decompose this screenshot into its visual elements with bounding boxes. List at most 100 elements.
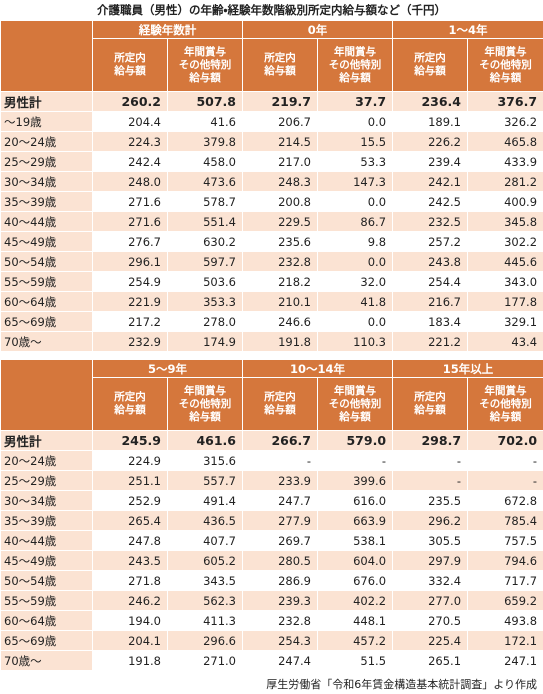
cell-value: 604.0 <box>317 550 394 571</box>
data-row: 20～24歳 224.9 315.6- - - - <box>0 450 543 471</box>
row-label: 男性計 <box>0 91 93 112</box>
cell-value: 343.5 <box>166 570 244 591</box>
cell-value: 659.2 <box>467 590 543 611</box>
cell-value: 297.9 <box>392 550 469 571</box>
cell-value: 663.9 <box>317 510 394 531</box>
subheader-line: 所定内 <box>414 391 446 403</box>
cell-value: 226.2 <box>392 131 469 152</box>
cell-value: 246.6 <box>242 311 318 332</box>
cell-value: 379.8 <box>167 131 243 152</box>
cell-value: 0.0 <box>316 191 394 212</box>
cell-value: 247.8 <box>92 530 168 551</box>
cell-value: 672.8 <box>467 490 543 511</box>
subheader-line: 給与額 <box>264 65 296 77</box>
cell-value: 229.5 <box>242 211 318 232</box>
subheader-line: その他特別 <box>479 58 532 71</box>
cell-value: 562.3 <box>166 590 244 611</box>
cell-value: 174.9 <box>167 331 243 352</box>
source: 厚生労働省「令和6年賃金構造基本統計調査」より作成 <box>266 678 537 691</box>
cell-value: 458.0 <box>167 151 243 172</box>
cell-value: 270.5 <box>392 610 469 631</box>
cell-value: 717.7 <box>467 570 543 591</box>
cell-value: 445.6 <box>467 251 543 272</box>
cell-value: - <box>242 450 319 471</box>
cell-value: 247.7 <box>242 490 319 511</box>
subheader-line: 所定内 <box>264 52 296 64</box>
group-row: 5～9年 10～14年 15年以上 <box>0 359 543 431</box>
subheader-line: 所定内 <box>414 52 446 64</box>
cell-value: 578.7 <box>167 191 243 212</box>
cell-value: 286.9 <box>242 570 319 591</box>
row-label: 40～44歳 <box>0 211 93 232</box>
cell-value: - <box>392 470 469 491</box>
row-label: 45～49歳 <box>0 231 93 252</box>
cell-value: 271.0 <box>166 650 244 671</box>
cell-value: 254.4 <box>392 271 469 292</box>
data-row: 25～29歳 242.4 458.0 217.0 53.3 239.4 433.9 <box>0 151 543 172</box>
cell-value: 265.4 <box>92 510 168 531</box>
subheader-line: 所定内 <box>114 52 146 64</box>
cell-value: 399.6 <box>317 470 394 491</box>
cell-value: 436.5 <box>166 510 244 531</box>
cell-value: 41.8 <box>316 291 394 312</box>
cell-value: 247.1 <box>467 650 543 671</box>
subheader: 所定内 給与額 <box>392 38 469 92</box>
subheader-line: その他特別 <box>479 397 532 410</box>
subheader-line: 給与額 <box>339 71 371 84</box>
row-label: 25～29歳 <box>0 151 93 172</box>
cell-value: 210.1 <box>242 291 318 312</box>
cell-value: 271.6 <box>92 211 168 232</box>
data-row: 男性計 260.2 507.8 219.7 37.7 236.4 376.7 <box>0 91 543 112</box>
row-label: 55～59歳 <box>0 590 93 611</box>
cell-value: 448.1 <box>317 610 394 631</box>
cell-value: 257.2 <box>392 231 469 252</box>
subheader: 年間賞与 その他特別 給与額 <box>166 377 244 431</box>
cell-value: 296.6 <box>166 630 244 651</box>
cell-value: 579.0 <box>317 430 394 451</box>
cell-value: 172.1 <box>467 630 543 651</box>
cell-value: 296.1 <box>92 251 168 272</box>
cell-value: 217.2 <box>92 311 168 332</box>
cell-value: 239.4 <box>392 151 469 172</box>
data-row: 65～69歳 217.2 278.0 246.6 0.0 183.4 329.1 <box>0 311 543 332</box>
cell-value: 233.9 <box>242 470 319 491</box>
cell-value: 400.9 <box>467 191 543 212</box>
cell-value: 785.4 <box>467 510 543 531</box>
subheader-line: その他特別 <box>178 397 232 410</box>
group-header: 5～9年 <box>91 359 244 378</box>
data-row: 30～34歳 252.9 491.4 247.7 616.0 235.5 672.8 <box>0 490 543 511</box>
cell-value: 218.2 <box>242 271 318 292</box>
data-row: 60～64歳 194.0 411.3 232.8 448.1 270.5 493.8 <box>0 610 543 631</box>
cell-value: 407.7 <box>166 530 244 551</box>
cell-value: 280.5 <box>242 550 319 571</box>
row-label: 65～69歳 <box>0 311 93 332</box>
cell-value: 232.5 <box>392 211 469 232</box>
cell-value: 345.8 <box>467 211 543 232</box>
cell-value: 277.9 <box>242 510 319 531</box>
cell-value: 243.8 <box>392 251 469 272</box>
cell-value: 183.4 <box>392 311 469 332</box>
cell-value: 247.4 <box>242 650 319 671</box>
subheader-line: その他特別 <box>178 58 232 71</box>
cell-value: 278.0 <box>167 311 243 332</box>
data-row: 60～64歳 221.9 353.3 210.1 41.8 216.7 177.8 <box>0 291 543 312</box>
subheader-line: 年間賞与 <box>334 384 377 397</box>
cell-value: 252.9 <box>92 490 168 511</box>
subheader-line: 年間賞与 <box>334 45 376 58</box>
cell-value: 194.0 <box>92 610 168 631</box>
subheader: 年間賞与 その他特別 給与額 <box>467 38 543 92</box>
cell-value: 216.7 <box>392 291 469 312</box>
cell-value: 204.4 <box>92 111 168 132</box>
row-label: 65～69歳 <box>0 630 93 651</box>
cell-value: 326.2 <box>467 111 543 132</box>
corner-cell <box>0 359 93 431</box>
subheader-line: その他特別 <box>328 397 382 410</box>
cell-value: 189.1 <box>392 111 469 132</box>
cell-value: 305.5 <box>392 530 469 551</box>
cell-value: 86.7 <box>316 211 394 232</box>
group-header: 1～4年 <box>392 20 543 39</box>
data-row: 70歳～ 191.8 271.0 247.4 51.5 265.1 247.1 <box>0 650 543 671</box>
cell-value: 251.1 <box>92 470 168 491</box>
cell-value: - <box>317 450 394 471</box>
